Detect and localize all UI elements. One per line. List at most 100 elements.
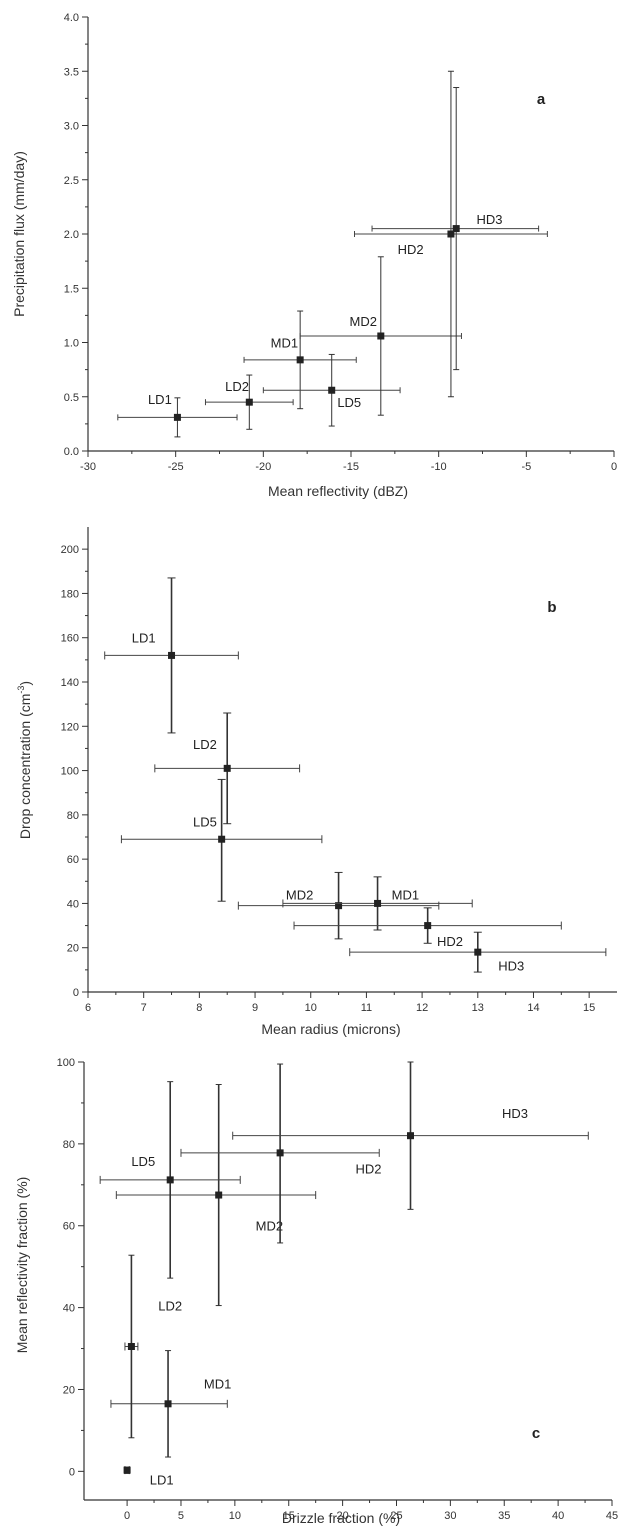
panel-b-xlabel: Mean radius (microns) — [261, 1021, 400, 1037]
panel-c-point-md2 — [215, 1191, 223, 1199]
panel-b-x-tick-label: 10 — [305, 1002, 317, 1014]
panel-b-point-ld2 — [223, 764, 231, 772]
panel-b-label-ld2: LD2 — [193, 737, 217, 752]
panel-b-y-tick-label: 80 — [67, 810, 79, 822]
panel-a-label-ld1: LD1 — [148, 392, 172, 407]
panel-a-y-tick-label: 3.0 — [64, 121, 79, 133]
panel-c: Mean reflectivity fraction (%) Drizzle f… — [14, 1057, 618, 1526]
panel-a-point-md1 — [296, 356, 304, 364]
panel-b-y-tick-label: 140 — [61, 677, 79, 689]
panel-b-letter: b — [547, 599, 556, 616]
panel-a-label-md1: MD1 — [271, 336, 298, 351]
panel-c-point-md1 — [164, 1400, 172, 1408]
panel-b-x-tick-label: 12 — [416, 1002, 428, 1014]
panel-c-y-tick-label: 60 — [63, 1221, 75, 1233]
panel-b-point-hd2 — [424, 922, 432, 930]
panel-b-x-tick-label: 11 — [361, 1002, 372, 1014]
panel-a-xlabel: Mean reflectivity (dBZ) — [268, 483, 408, 499]
panel-c-y-tick-label: 80 — [63, 1139, 75, 1151]
panel-a-y-tick-label: 1.5 — [64, 283, 79, 295]
panel-a-point-hd3 — [452, 225, 460, 233]
panel-a-y-tick-label: 2.0 — [64, 229, 79, 241]
panel-a-letter: a — [537, 91, 546, 108]
panel-a-label-hd2: HD2 — [398, 242, 424, 257]
panel-b-label-md2: MD2 — [286, 888, 313, 903]
panel-c-x-tick-label: 10 — [229, 1510, 241, 1522]
panel-a-point-hd2 — [447, 230, 455, 238]
panel-b: Drop concentration (cm-3) Mean radius (m… — [16, 527, 617, 1037]
panel-b-label-hd3: HD3 — [498, 958, 524, 973]
panel-c-label-hd3: HD3 — [502, 1106, 528, 1121]
panel-b-x-tick-label: 13 — [472, 1002, 484, 1014]
panel-b-y-tick-label: 20 — [67, 943, 79, 955]
panel-b-label-ld5: LD5 — [193, 815, 217, 830]
panel-b-y-tick-label: 0 — [73, 987, 79, 999]
panel-a-y-tick-label: 0.5 — [64, 392, 79, 404]
panel-c-letter: c — [532, 1425, 540, 1442]
panel-c-point-hd3 — [406, 1132, 414, 1140]
panel-a-y-tick-label: 1.0 — [64, 338, 79, 350]
panel-b-plot: 0 20 40 60 80 100 120 140 160 180 200 6 7 8 9 10 11 12 13 1… — [61, 527, 617, 1014]
panel-b-ylabel-end: ) — [17, 681, 33, 686]
panel-a-x-tick-label: -5 — [521, 461, 531, 473]
panel-b-ylabel-main: Drop concentration (cm — [17, 694, 33, 840]
panel-a-y-tick-label: 3.5 — [64, 66, 79, 78]
panel-c-label-hd2: HD2 — [355, 1161, 381, 1176]
panel-b-y-tick-label: 160 — [61, 633, 79, 645]
panel-c-x-tick-label: 0 — [124, 1510, 130, 1522]
panel-b-point-hd3 — [474, 948, 482, 956]
panel-c-point-hd2 — [276, 1149, 284, 1157]
panel-a-label-ld2: LD2 — [225, 379, 249, 394]
panel-a-y-tick-label: 4.0 — [64, 12, 79, 24]
panel-c-label-md1: MD1 — [204, 1376, 231, 1391]
panel-a-label-hd3: HD3 — [477, 212, 503, 227]
panel-c-point-ld1 — [123, 1466, 131, 1474]
panel-c-y-tick-label: 100 — [57, 1057, 75, 1069]
panel-c-x-tick-label: 25 — [390, 1510, 402, 1522]
panel-a: Precipitation flux (mm/day) Mean reflect… — [11, 12, 617, 499]
panel-c-x-tick-label: 15 — [283, 1510, 295, 1522]
panel-c-plot: 0 20 40 60 80 100 0 5 10 15 20 25 30 35 40 45 LD1 MD1 LD2 M… — [57, 1057, 618, 1522]
panel-a-ylabel: Precipitation flux (mm/day) — [11, 151, 27, 317]
panel-c-y-tick-label: 20 — [63, 1384, 75, 1396]
panel-a-x-tick-label: 0 — [611, 461, 617, 473]
panel-b-label-ld1: LD1 — [132, 631, 156, 646]
panel-b-x-tick-label: 9 — [252, 1002, 258, 1014]
panel-c-x-tick-label: 40 — [552, 1510, 564, 1522]
panel-a-plot: 0.0 0.5 1.0 1.5 2.0 2.5 3.0 3.5 4.0 -30 -25 -20 -15 -… — [64, 12, 617, 473]
panel-c-xlabel: Drizzle fraction (%) — [282, 1510, 400, 1526]
panel-a-x-tick-label: -25 — [168, 461, 184, 473]
panel-c-x-tick-label: 45 — [606, 1510, 618, 1522]
panel-c-label-md2: MD2 — [256, 1219, 283, 1234]
panel-b-point-md2 — [335, 902, 343, 910]
panel-c-label-ld1: LD1 — [150, 1473, 174, 1488]
panel-b-ylabel: Drop concentration (cm-3) — [16, 681, 33, 839]
panel-c-label-ld5: LD5 — [131, 1154, 155, 1169]
panel-c-point-ld2 — [127, 1342, 135, 1350]
panel-b-point-ld5 — [218, 835, 226, 843]
panel-c-x-tick-label: 30 — [444, 1510, 456, 1522]
panel-b-point-ld1 — [168, 651, 176, 659]
panel-b-label-md1: MD1 — [392, 888, 419, 903]
panel-a-label-ld5: LD5 — [337, 395, 361, 410]
panel-c-point-ld5 — [166, 1176, 174, 1184]
panel-b-label-hd2: HD2 — [437, 934, 463, 949]
panel-b-x-tick-label: 6 — [85, 1002, 91, 1014]
panel-c-x-tick-label: 35 — [498, 1510, 510, 1522]
panel-a-x-tick-label: -30 — [80, 461, 96, 473]
panel-a-point-md2 — [377, 332, 385, 340]
panel-a-y-tick-label: 2.5 — [64, 175, 79, 187]
panel-c-label-ld2: LD2 — [158, 1299, 182, 1314]
panel-b-point-md1 — [374, 899, 382, 907]
panel-a-x-tick-label: -15 — [343, 461, 359, 473]
panel-a-y-tick-label: 0.0 — [64, 446, 79, 458]
panel-c-ylabel: Mean reflectivity fraction (%) — [14, 1177, 30, 1354]
panel-b-ylabel-sup: -3 — [16, 686, 26, 694]
panel-b-y-tick-label: 200 — [61, 544, 79, 556]
panel-b-y-tick-label: 100 — [61, 766, 79, 778]
panel-c-y-tick-label: 40 — [63, 1303, 75, 1315]
panel-a-point-ld2 — [245, 398, 253, 406]
panel-a-label-md2: MD2 — [350, 314, 377, 329]
panel-b-x-tick-label: 8 — [196, 1002, 202, 1014]
